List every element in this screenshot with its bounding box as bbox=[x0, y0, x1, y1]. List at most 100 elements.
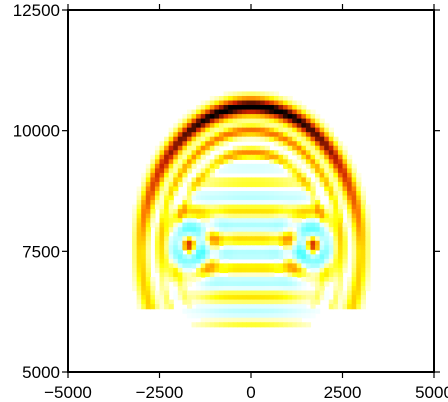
heatmap-cell bbox=[292, 313, 298, 319]
heatmap-cell bbox=[200, 304, 206, 310]
heatmap-cell bbox=[218, 141, 225, 147]
heatmap-cell bbox=[273, 308, 280, 314]
heatmap-cell bbox=[196, 195, 202, 201]
heatmap-cell bbox=[365, 272, 371, 278]
heatmap-cell bbox=[205, 290, 211, 296]
heatmap-cell bbox=[191, 290, 197, 296]
heatmap-cell bbox=[141, 272, 147, 278]
heatmap-cell bbox=[241, 114, 248, 120]
heatmap-cell bbox=[218, 154, 225, 160]
heatmap-cell bbox=[173, 154, 179, 160]
heatmap-cell bbox=[241, 168, 248, 174]
heatmap-cell bbox=[159, 204, 165, 210]
heatmap-cell bbox=[196, 168, 202, 174]
heatmap-cell bbox=[278, 240, 284, 246]
heatmap-cell bbox=[168, 263, 174, 269]
heatmap-cell bbox=[232, 105, 238, 111]
heatmap-cell bbox=[278, 222, 284, 228]
heatmap-cell bbox=[173, 245, 179, 251]
heatmap-cell bbox=[292, 267, 298, 274]
heatmap-cell bbox=[283, 258, 289, 265]
heatmap-cell bbox=[278, 276, 284, 283]
heatmap-cell bbox=[191, 258, 197, 265]
heatmap-cell bbox=[205, 245, 211, 251]
heatmap-cell bbox=[251, 181, 257, 188]
heatmap-cell bbox=[305, 222, 312, 228]
heatmap-cell bbox=[237, 100, 243, 106]
heatmap-cell bbox=[177, 258, 183, 265]
heatmap-cell bbox=[214, 163, 220, 169]
heatmap-cell bbox=[255, 286, 261, 292]
heatmap-cell bbox=[365, 286, 371, 292]
heatmap-cell bbox=[287, 100, 293, 106]
heatmap-cell bbox=[251, 123, 257, 129]
heatmap-cell bbox=[228, 118, 234, 124]
heatmap-cell bbox=[283, 118, 289, 124]
heatmap-cell bbox=[173, 163, 179, 169]
heatmap-cell bbox=[246, 177, 252, 183]
heatmap-cell bbox=[356, 240, 362, 246]
heatmap-cell bbox=[218, 181, 225, 188]
heatmap-cell bbox=[241, 304, 248, 310]
heatmap-cell bbox=[328, 200, 334, 206]
heatmap-cell bbox=[360, 231, 366, 237]
heatmap-cell bbox=[360, 204, 366, 210]
heatmap-cell bbox=[218, 114, 225, 120]
heatmap-cell bbox=[347, 299, 353, 305]
heatmap-cell bbox=[182, 227, 188, 233]
heatmap-cell bbox=[319, 276, 325, 283]
heatmap-cell bbox=[205, 322, 211, 328]
heatmap-cell bbox=[223, 295, 229, 301]
heatmap-cell bbox=[228, 191, 234, 197]
heatmap-cell bbox=[241, 263, 248, 269]
heatmap-cell bbox=[328, 209, 334, 215]
heatmap-cell bbox=[342, 163, 348, 169]
heatmap-cell bbox=[356, 231, 362, 237]
heatmap-cell bbox=[310, 304, 316, 310]
heatmap-cell bbox=[324, 267, 330, 274]
heatmap-cell bbox=[301, 227, 307, 233]
heatmap-cell bbox=[251, 267, 257, 274]
heatmap-cell bbox=[260, 191, 266, 197]
heatmap-cell bbox=[223, 105, 229, 111]
heatmap-cell bbox=[324, 227, 330, 233]
heatmap-cell bbox=[269, 213, 275, 219]
heatmap-cell bbox=[337, 304, 344, 310]
heatmap-cell bbox=[251, 105, 257, 111]
heatmap-cell bbox=[296, 200, 302, 206]
heatmap-cell bbox=[287, 132, 293, 138]
heatmap-cell bbox=[132, 231, 138, 237]
heatmap-cell bbox=[196, 105, 202, 111]
heatmap-cell bbox=[154, 267, 161, 274]
heatmap-cell bbox=[347, 218, 353, 224]
heatmap-cell bbox=[228, 123, 234, 129]
heatmap-cell bbox=[196, 181, 202, 188]
heatmap-cell bbox=[292, 114, 298, 120]
heatmap-cell bbox=[360, 295, 366, 301]
heatmap-cell bbox=[218, 204, 225, 210]
heatmap-cell bbox=[292, 272, 298, 278]
heatmap-cell bbox=[164, 276, 170, 283]
heatmap-cell bbox=[347, 159, 353, 165]
heatmap-cell bbox=[205, 281, 211, 287]
heatmap-cell bbox=[205, 209, 211, 215]
heatmap-cell bbox=[260, 181, 266, 188]
heatmap-cell bbox=[269, 222, 275, 228]
heatmap-cell bbox=[255, 168, 261, 174]
heatmap-cell bbox=[296, 249, 302, 255]
heatmap-cell bbox=[260, 290, 266, 296]
heatmap-cell bbox=[273, 236, 280, 242]
heatmap-cell bbox=[232, 191, 238, 197]
heatmap-cell bbox=[337, 245, 344, 251]
heatmap-cell bbox=[191, 204, 197, 210]
heatmap-cell bbox=[360, 213, 366, 219]
heatmap-cell bbox=[324, 222, 330, 228]
heatmap-cell bbox=[255, 299, 261, 305]
heatmap-cell bbox=[196, 249, 202, 255]
heatmap-cell bbox=[164, 191, 170, 197]
heatmap-cell bbox=[214, 317, 220, 323]
heatmap-cell bbox=[315, 236, 321, 242]
heatmap-cell bbox=[223, 204, 229, 210]
heatmap-cell bbox=[173, 281, 179, 287]
heatmap-cell bbox=[356, 186, 362, 192]
